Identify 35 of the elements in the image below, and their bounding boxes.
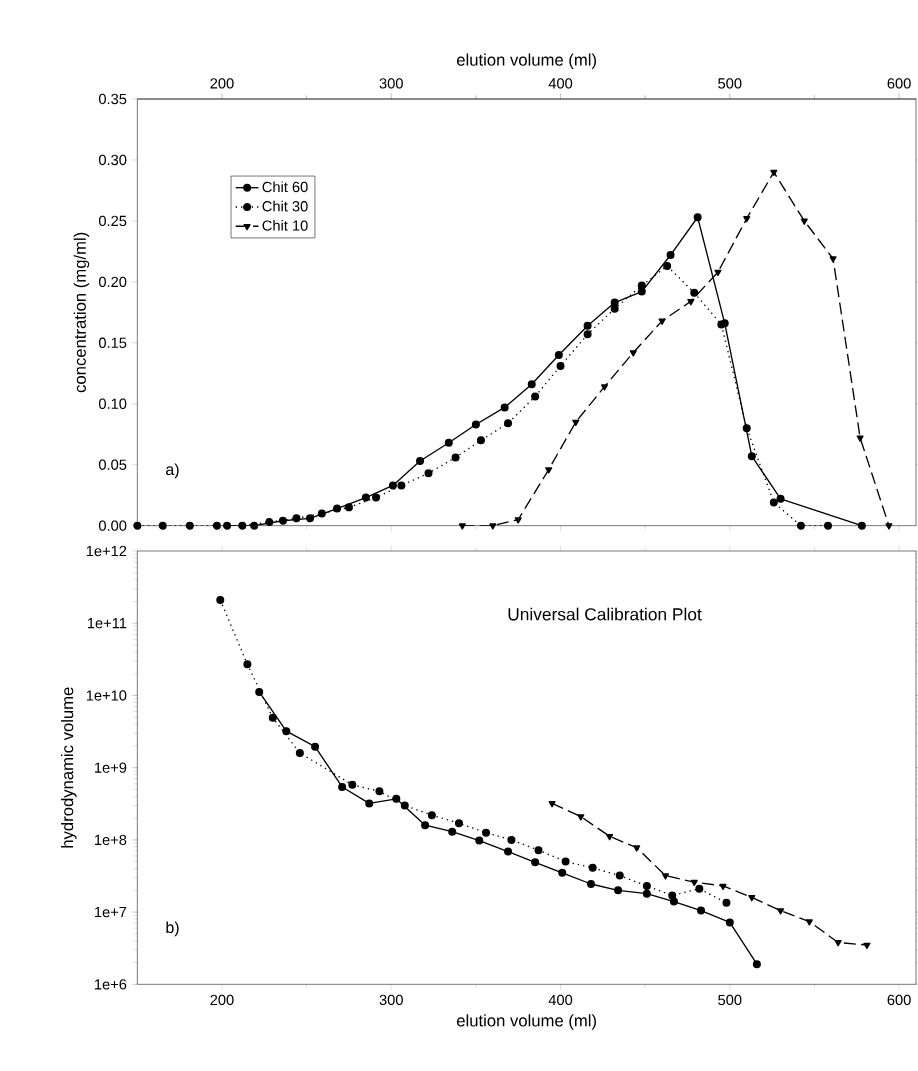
annotation: a): [166, 463, 179, 479]
y-tick-label: 0.35: [98, 93, 127, 105]
y-tick-label: 0.25: [98, 215, 127, 227]
x2-tick-label: 600: [887, 78, 911, 89]
y-tick-label: 1e+8: [95, 834, 127, 846]
y-tick-label: 1e+12: [86, 545, 127, 557]
y-tick-label: 1e+11: [87, 618, 127, 629]
text: Universal Calibration Plot: [508, 607, 702, 621]
x-tick-label: 200: [210, 994, 234, 1006]
legend-label: Chit 10: [262, 219, 308, 231]
y-tick-label: 0.05: [98, 459, 127, 470]
annotation: b): [166, 921, 179, 937]
x-tick-label: 500: [718, 994, 742, 1006]
x2-tick-label: 500: [718, 78, 742, 89]
y-tick-label: 1e+7: [95, 907, 127, 918]
y-tick-label: 0.10: [98, 398, 127, 409]
legend-label: Chit 30: [262, 200, 308, 212]
x2-tick-label: 300: [379, 78, 403, 89]
y-tick-label: 1e+9: [95, 762, 127, 773]
x2-tick-label: 200: [210, 78, 234, 89]
x-tick-label: 400: [548, 994, 573, 1006]
y-tick-label: 1e+10: [86, 690, 127, 701]
x-axis-title: elution volume (ml): [456, 1014, 596, 1030]
y-axis-title: concentration (mg/ml): [73, 232, 90, 393]
y-tick-label: 0.20: [98, 276, 127, 288]
x2-tick-label: 400: [548, 78, 573, 89]
y-tick-label: 0.00: [98, 520, 127, 531]
x2-axis-title: elution volume (ml): [456, 53, 596, 70]
y-tick-label: 0.15: [98, 337, 127, 348]
x-tick-label: 600: [887, 994, 911, 1006]
y-axis-title: hydrodynamic volume: [61, 687, 77, 848]
x-tick-label: 300: [379, 994, 403, 1006]
y-tick-label: 0.30: [98, 154, 127, 166]
y-tick-label: 1e+6: [95, 979, 127, 990]
legend-label: Chit 60: [262, 181, 308, 193]
